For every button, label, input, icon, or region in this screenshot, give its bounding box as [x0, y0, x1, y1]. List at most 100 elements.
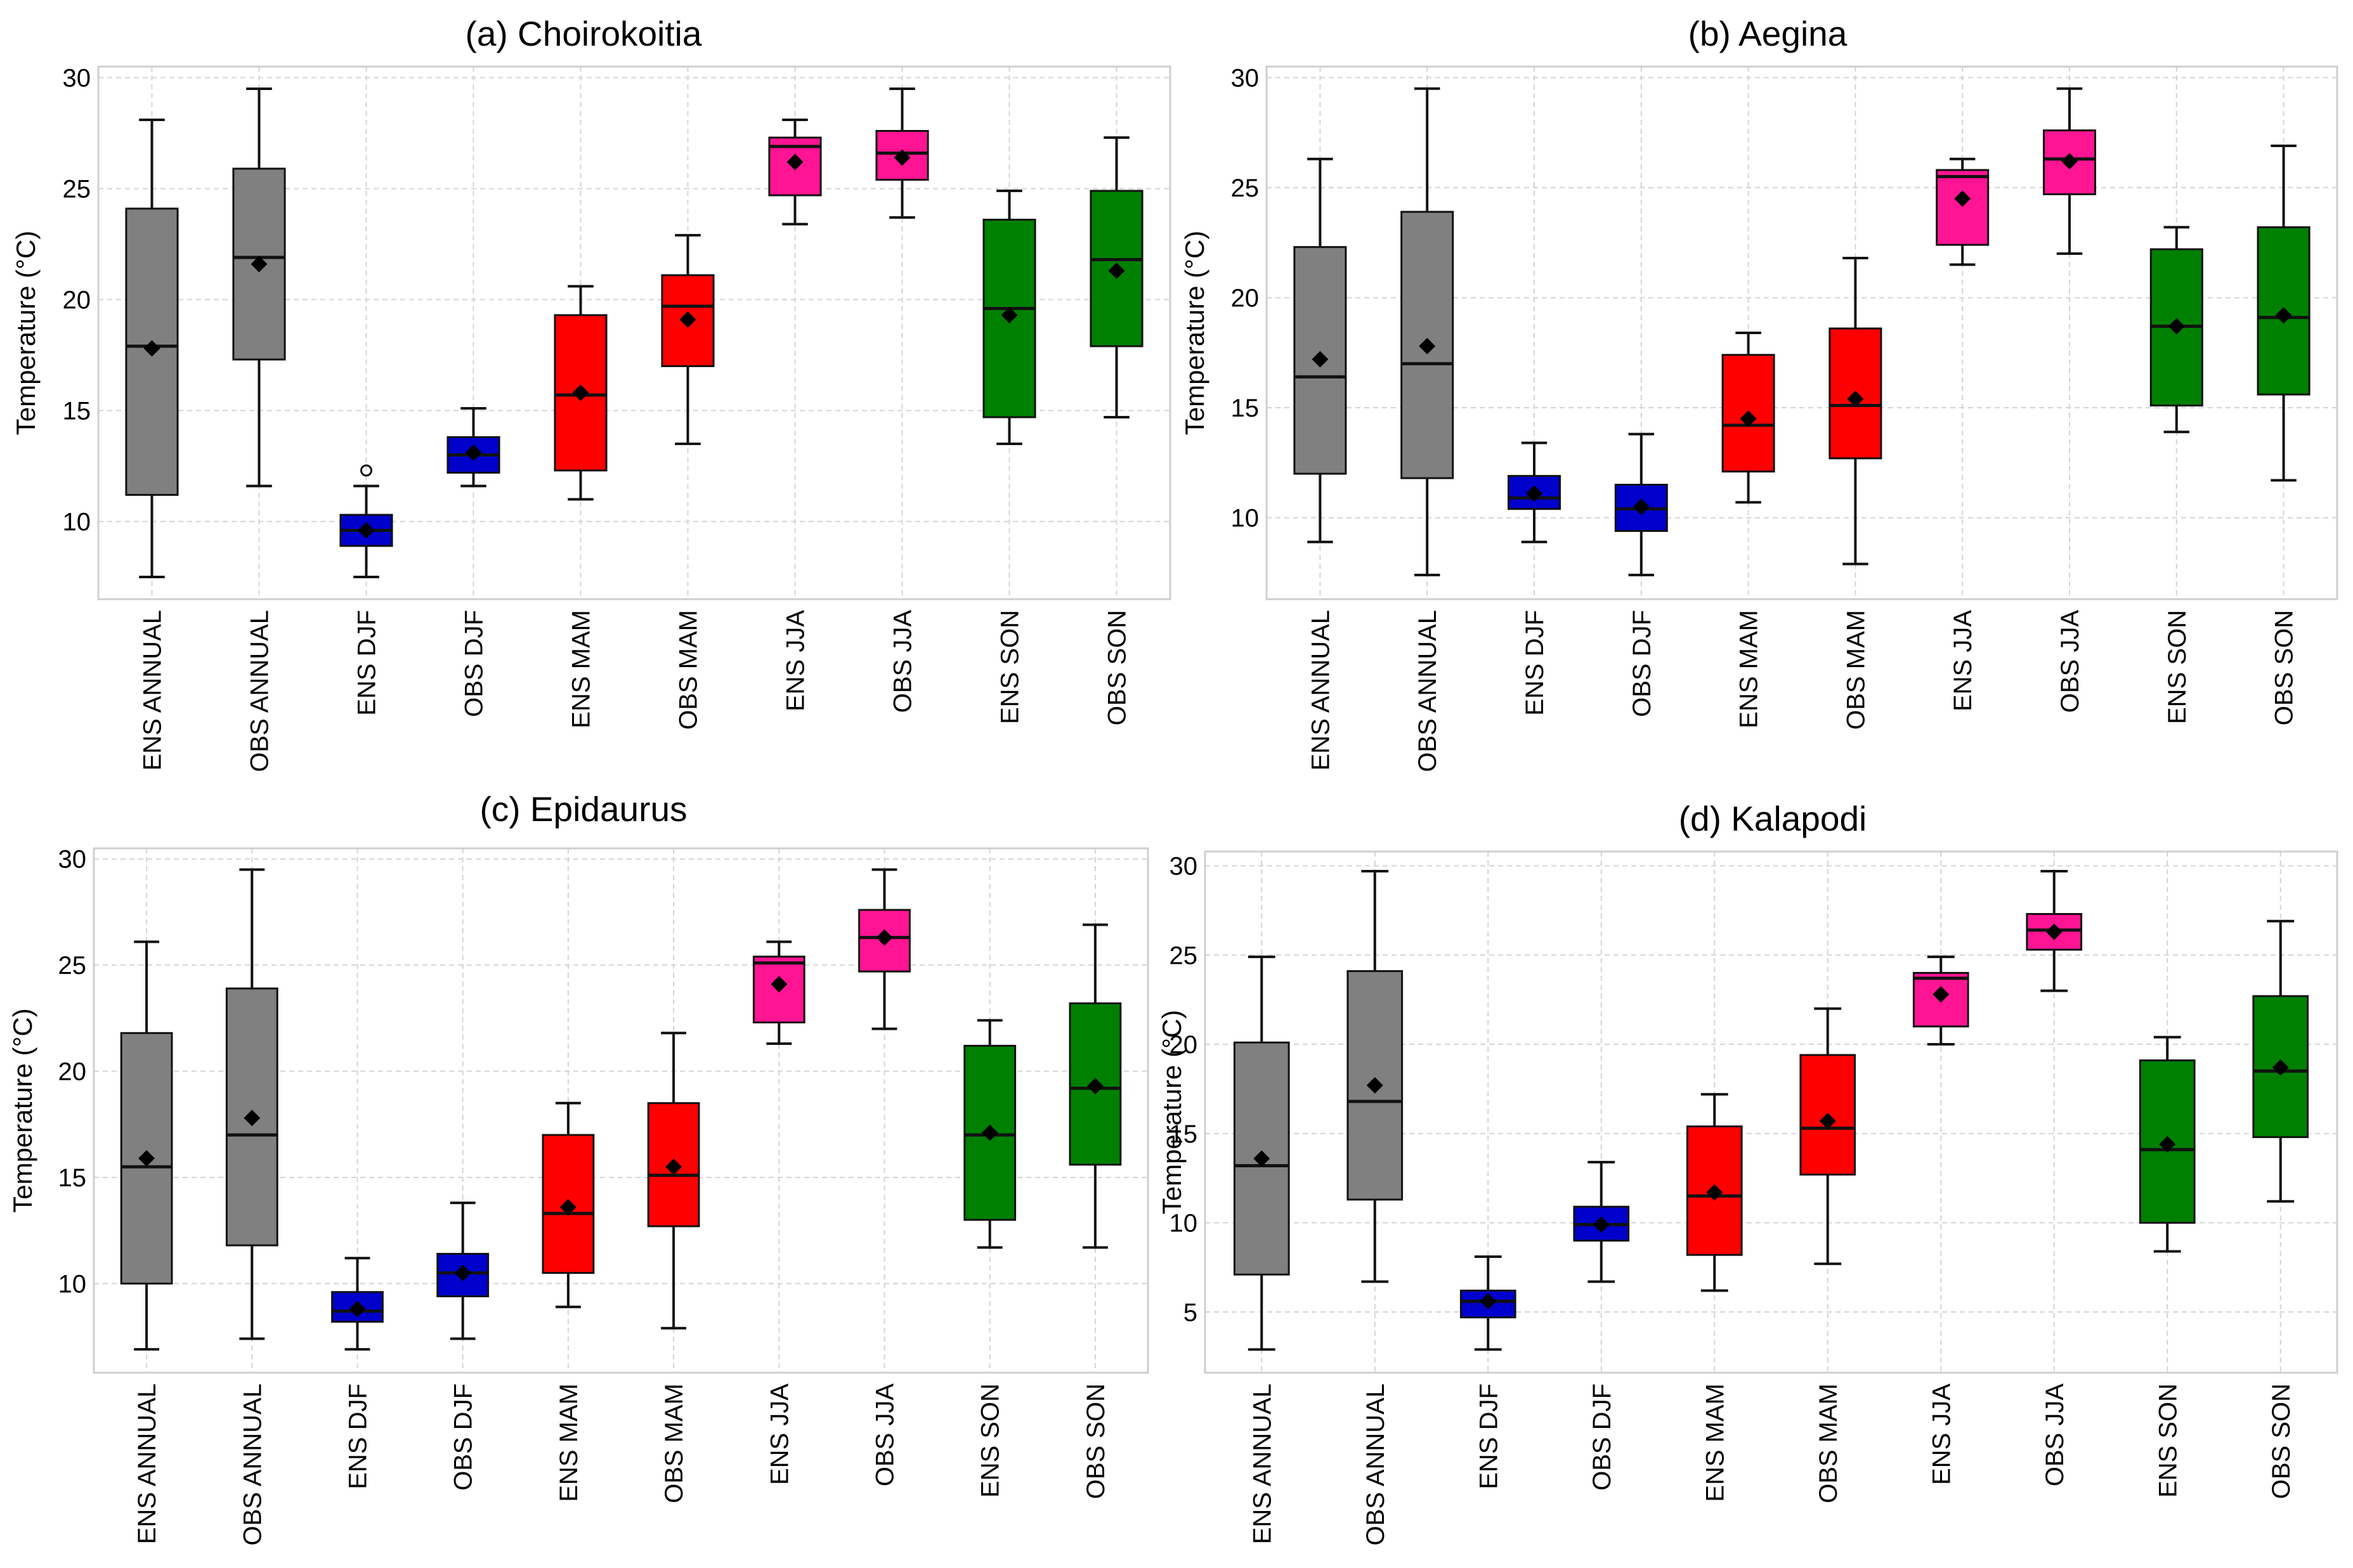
mean-marker: [251, 256, 268, 273]
mean-marker: [559, 1198, 577, 1215]
x-tick-label: ENS MAM: [1735, 610, 1763, 729]
box-ens-djf: [1459, 1255, 1516, 1351]
x-tick-label: OBS DJF: [1628, 610, 1656, 717]
box-ens-annual: [1233, 956, 1290, 1351]
outlier-point: [360, 464, 372, 477]
y-tick-label: 15: [58, 1164, 87, 1192]
box-ens-mam: [1721, 332, 1775, 504]
y-tick-label: 15: [1170, 1120, 1198, 1148]
iqr-box: [120, 1032, 173, 1285]
x-tick-label: OBS MAM: [660, 1383, 688, 1503]
plot-area: [1204, 850, 2338, 1374]
box-ens-jja: [1912, 956, 1969, 1046]
mean-marker: [143, 340, 160, 357]
y-tick-label: 20: [1231, 284, 1260, 312]
mean-marker: [572, 384, 589, 401]
y-axis-label: Temperature (°C): [8, 1008, 37, 1213]
panel-title: (d) Kalapodi: [1679, 799, 1867, 838]
mean-marker: [771, 976, 788, 993]
box-obs-annual: [232, 87, 286, 488]
mean-marker: [2168, 318, 2185, 335]
box-ens-son: [963, 1019, 1017, 1249]
box-ens-djf: [1507, 441, 1561, 543]
iqr-box: [1090, 190, 1144, 347]
box-ens-son: [2139, 1035, 2196, 1253]
box-obs-son: [1090, 136, 1144, 418]
mean-marker: [1593, 1216, 1610, 1233]
panel-title: (b) Aegina: [1688, 14, 1848, 53]
panel-3: 10 15 20 25 30 (c) Epidaurus Temperature (°C) E…: [8, 789, 1149, 1546]
x-tick-label: ENS ANNUAL: [133, 1383, 161, 1544]
box-obs-djf: [446, 407, 500, 488]
x-tick-label: OBS MAM: [1842, 610, 1870, 730]
y-tick-label: 25: [1231, 174, 1260, 202]
x-tick-label: ENS SON: [977, 1383, 1005, 1498]
x-tick-label: ENS DJF: [1521, 610, 1549, 716]
x-tick-label: ENS MAM: [555, 1383, 583, 1502]
box-obs-son: [2252, 919, 2309, 1203]
y-axis-label: Temperature (°C): [11, 231, 41, 436]
box-ens-mam: [542, 1101, 595, 1309]
box-obs-djf: [436, 1202, 490, 1340]
box-obs-jja: [2042, 87, 2097, 256]
panel-1: 10 15 20 25 30 (a) Choirokoitia Temperature (°…: [11, 14, 1171, 772]
x-tick-label: OBS JJA: [889, 610, 917, 713]
iqr-box: [225, 987, 278, 1247]
box-ens-annual: [1293, 157, 1347, 543]
iqr-box: [1936, 169, 1990, 246]
mean-marker: [786, 153, 804, 171]
panel-title: (a) Choirokoitia: [466, 14, 702, 53]
box-ens-mam: [1686, 1092, 1743, 1292]
x-tick-label: ENS MAM: [568, 610, 596, 729]
box-obs-mam: [1828, 256, 1882, 566]
box-ens-annual: [125, 119, 179, 578]
y-tick-label: 30: [58, 846, 87, 874]
mean-marker: [1001, 307, 1018, 323]
y-axis-label: Temperature (°C): [1157, 1010, 1187, 1215]
box-obs-mam: [1799, 1007, 1856, 1266]
x-tick-label: OBS JJA: [871, 1383, 899, 1487]
x-tick-label: ENS ANNUAL: [139, 610, 167, 770]
box-ens-djf: [339, 464, 393, 578]
mean-marker: [1954, 190, 1971, 207]
mean-marker: [1419, 337, 1436, 354]
mean-marker: [1253, 1150, 1270, 1167]
plot-area: [1265, 65, 2338, 600]
plot-area: [93, 847, 1149, 1374]
mean-marker: [454, 1264, 471, 1281]
x-tick-label: OBS ANNUAL: [1414, 610, 1442, 772]
y-tick-label: 10: [1170, 1210, 1198, 1238]
mean-marker: [981, 1124, 998, 1141]
x-tick-label: ENS SON: [2154, 1383, 2182, 1498]
y-tick-label: 5: [1183, 1299, 1197, 1326]
x-tick-label: OBS MAM: [675, 610, 703, 730]
x-tick-label: ENS DJF: [353, 610, 381, 716]
mean-marker: [2275, 307, 2292, 324]
y-tick-label: 20: [58, 1058, 87, 1086]
box-obs-annual: [225, 868, 278, 1340]
y-tick-label: 25: [63, 176, 91, 204]
panel-2: 10 15 20 25 30 (b) Aegina Temperature (°C) ENS …: [1180, 14, 2338, 772]
box-obs-annual: [1346, 869, 1404, 1283]
iqr-box: [1686, 1125, 1743, 1256]
x-tick-label: ENS DJF: [1475, 1383, 1502, 1489]
y-tick-label: 15: [63, 398, 91, 425]
box-obs-mam: [647, 1032, 700, 1330]
x-tick-label: ENS JJA: [1949, 610, 1977, 711]
y-tick-label: 30: [63, 65, 91, 93]
box-obs-djf: [1614, 432, 1668, 576]
box-ens-son: [2149, 226, 2203, 434]
box-obs-son: [1069, 923, 1122, 1249]
mean-marker: [1480, 1293, 1497, 1310]
mean-marker: [1847, 391, 1864, 408]
y-tick-label: 10: [63, 509, 91, 536]
y-tick-label: 20: [1170, 1031, 1198, 1059]
x-tick-label: ENS MAM: [1701, 1383, 1729, 1502]
mean-marker: [349, 1300, 366, 1318]
mean-marker: [1706, 1184, 1723, 1201]
plot-area: [97, 65, 1171, 600]
mean-marker: [894, 149, 911, 166]
iqr-box: [1069, 1002, 1122, 1166]
y-axis-label: Temperature (°C): [1180, 231, 1209, 436]
y-tick-label: 30: [1170, 853, 1198, 881]
